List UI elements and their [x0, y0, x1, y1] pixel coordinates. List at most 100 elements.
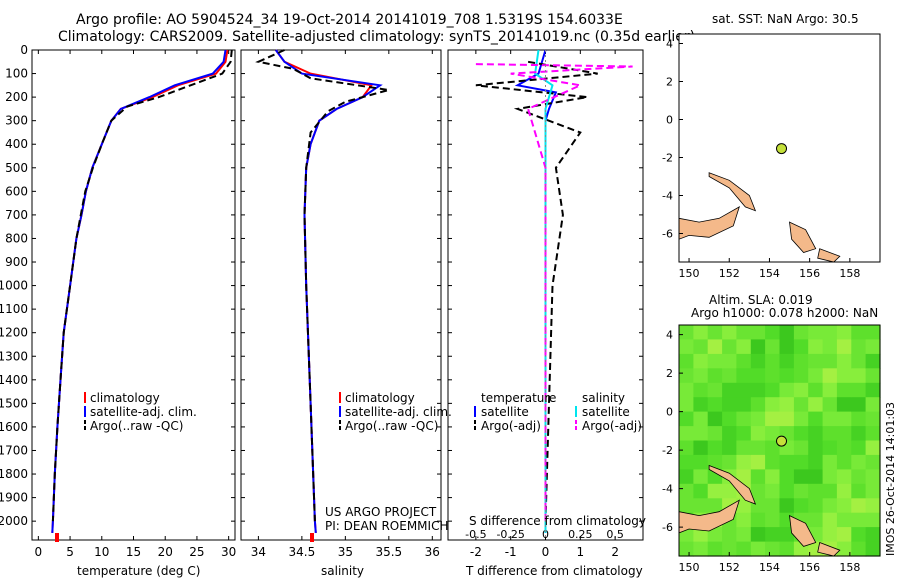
argo-float-marker	[776, 143, 788, 155]
sla-cell	[765, 339, 781, 355]
sla-cell	[765, 512, 781, 528]
sla-cell	[822, 411, 838, 427]
y-tick-label: -4	[662, 483, 673, 496]
sla-cell	[679, 498, 694, 514]
sla-cell	[836, 339, 852, 355]
top-label-s-diff: S difference from climatology	[469, 514, 646, 528]
sla-cell	[765, 368, 781, 384]
sla-cell	[808, 512, 824, 528]
x-tick-label: 158	[839, 561, 860, 574]
sla-cell	[822, 454, 838, 470]
land-mass	[708, 464, 757, 505]
sla-cell	[836, 353, 852, 369]
sla-cell	[779, 368, 795, 384]
sla-cell	[750, 353, 766, 369]
top-tick-label: 0.25	[568, 528, 593, 541]
y-tick-label: 2000	[0, 514, 28, 528]
sla-cell	[693, 426, 709, 442]
sla-cell	[808, 483, 824, 499]
x-tick-label: 34.5	[289, 545, 316, 559]
series-line-1	[51, 49, 229, 533]
y-tick-label: 0	[666, 114, 673, 127]
sla-cell	[779, 483, 795, 499]
sla-cell	[679, 411, 694, 427]
y-tick-label: 1200	[0, 326, 28, 340]
sla-cell	[707, 527, 723, 543]
sla-cell	[679, 454, 694, 470]
sla-cell	[693, 469, 709, 485]
sla-cell	[693, 382, 709, 398]
sla-cell	[750, 527, 766, 543]
x-tick-label: 158	[839, 267, 860, 280]
sla-cell	[865, 397, 881, 413]
x-tick-label: -2	[470, 545, 482, 559]
sla-cell	[679, 397, 694, 413]
sla-cell	[793, 440, 809, 456]
x-tick-label: 154	[759, 267, 780, 280]
sla-cell	[851, 411, 867, 427]
sla-cell	[822, 339, 838, 355]
series-line-2	[475, 60, 598, 522]
timestamp: IMOS 26-Oct-2014 14:01:03	[884, 401, 897, 556]
sla-cell	[736, 426, 752, 442]
sla-cell	[836, 469, 852, 485]
sla-cell	[793, 483, 809, 499]
y-tick-label: 1100	[0, 302, 28, 316]
legend-satellite: satellite-adj. clim.	[345, 405, 452, 419]
sla-cell	[836, 483, 852, 499]
x-tick-label: 152	[719, 267, 740, 280]
sla-cell	[736, 382, 752, 398]
sla-cell	[808, 498, 824, 514]
sla-cell	[765, 498, 781, 514]
sla-cell	[808, 426, 824, 442]
sla-cell	[822, 353, 838, 369]
legend-satellite: satellite-adj. clim.	[90, 405, 197, 419]
sla-cell	[865, 440, 881, 456]
sla-cell	[750, 483, 766, 499]
sla-cell	[836, 440, 852, 456]
x-tick-label: 36	[425, 545, 440, 559]
sla-cell	[679, 440, 694, 456]
sla-cell	[808, 469, 824, 485]
x-label-temperature: temperature (deg C)	[77, 564, 201, 578]
sla-cell	[765, 541, 781, 557]
y-tick-label: 1400	[0, 373, 28, 387]
sla-cell	[808, 325, 824, 340]
x-label-salinity: salinity	[321, 564, 365, 578]
sla-cell	[779, 353, 795, 369]
panel-frame	[240, 49, 442, 541]
sla-cell	[722, 527, 738, 543]
sla-cell	[836, 325, 852, 340]
y-tick-label: 1000	[0, 279, 28, 293]
sla-cell	[693, 440, 709, 456]
sla-cell	[736, 353, 752, 369]
sla-cell	[822, 397, 838, 413]
legend-argo: Argo(..raw -QC)	[90, 419, 184, 433]
sla-cell	[765, 527, 781, 543]
x-tick-label: 150	[679, 561, 700, 574]
sla-cell	[707, 397, 723, 413]
sla-cell	[693, 454, 709, 470]
sla-cell	[822, 440, 838, 456]
sla-cell	[808, 454, 824, 470]
y-tick-label: 4	[666, 329, 673, 342]
profile-end-marker	[310, 533, 314, 542]
sla-cell	[808, 353, 824, 369]
y-tick-label: 1800	[0, 467, 28, 481]
y-tick-label: 300	[5, 114, 28, 128]
y-tick-label: 0	[20, 43, 28, 57]
argo-float-marker	[776, 435, 788, 447]
y-tick-label: 800	[5, 231, 28, 245]
x-tick-label: 35.5	[375, 545, 402, 559]
sla-cell	[750, 454, 766, 470]
alt-title-1: Altim. SLA: 0.019	[709, 293, 813, 307]
x-tick-label: 25	[189, 545, 204, 559]
y-tick-label: 2	[666, 367, 673, 380]
sla-cell	[707, 541, 723, 557]
sla-cell	[836, 512, 852, 528]
sla-cell	[808, 339, 824, 355]
sla-cell	[808, 397, 824, 413]
y-tick-label: 4	[666, 38, 673, 51]
credit-line-1: US ARGO PROJECT	[325, 505, 437, 519]
sla-cell	[822, 498, 838, 514]
